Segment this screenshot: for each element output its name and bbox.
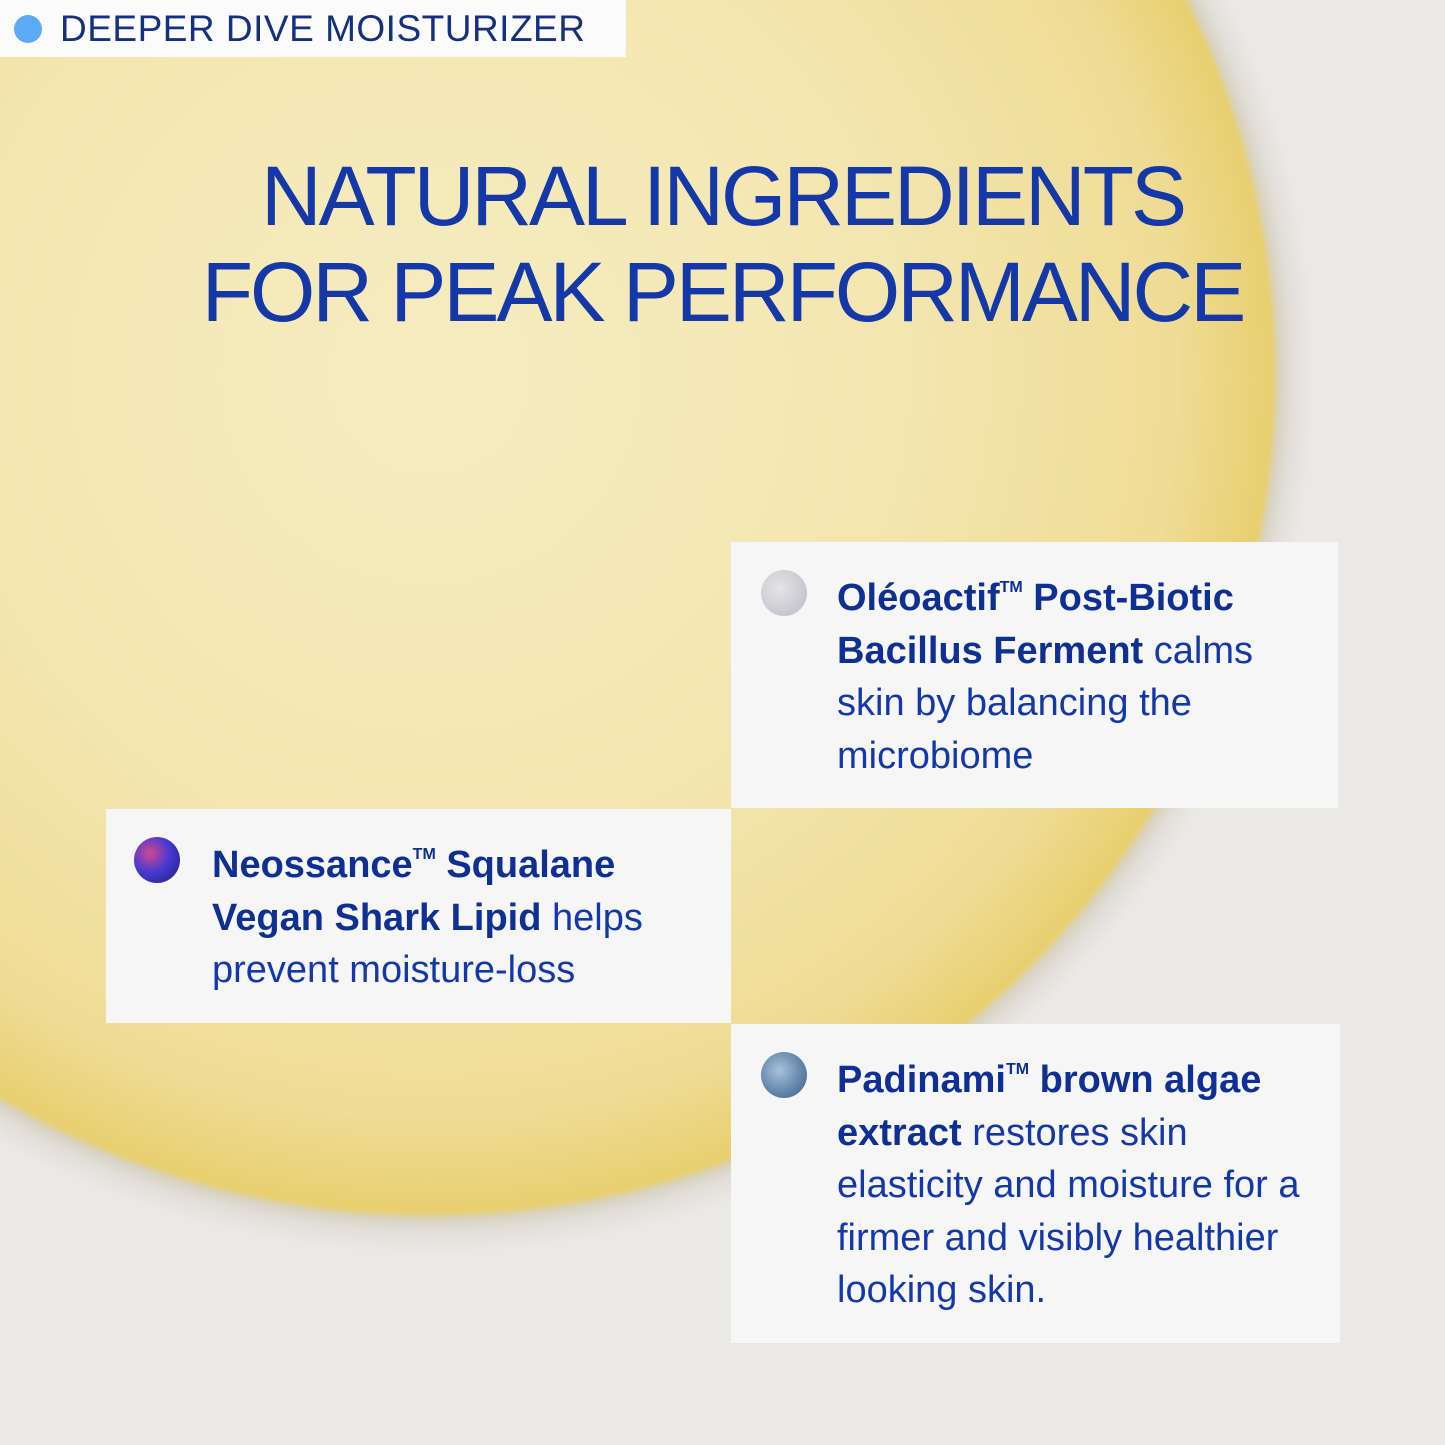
ingredient-name-rest: brown algae extract — [837, 1059, 1262, 1154]
product-tag: DEEPER DIVE MOISTURIZER — [0, 0, 626, 57]
ingredient-name-rest: Squalane Vegan Shark Lipid — [212, 844, 616, 939]
ingredient-text: PadinamiTM brown algae extract restores … — [837, 1054, 1332, 1317]
ingredient-description: restores skin elasticity and moisture fo… — [837, 1111, 1300, 1312]
headline-line-1: NATURAL INGREDIENTS — [260, 149, 1187, 243]
ingredient-card-oleoactif: OléoactifTM Post-Biotic Bacillus Ferment… — [731, 542, 1338, 808]
ingredient-description: helps prevent moisture-loss — [212, 896, 643, 992]
headline: NATURAL INGREDIENTS FOR PEAK PERFORMANCE — [0, 148, 1445, 340]
product-name: DEEPER DIVE MOISTURIZER — [60, 7, 586, 49]
headline-line-2: FOR PEAK PERFORMANCE — [201, 245, 1246, 339]
algae-swatch-icon — [761, 1052, 807, 1098]
bullet-dot-icon — [14, 14, 42, 43]
ingredient-text: OléoactifTM Post-Biotic Bacillus Ferment… — [837, 572, 1327, 782]
ingredient-card-padinami: PadinamiTM brown algae extract restores … — [731, 1024, 1340, 1343]
ingredient-name: Padinami — [837, 1059, 1006, 1101]
trademark: TM — [999, 579, 1023, 596]
squalane-swatch-icon — [134, 837, 180, 883]
trademark: TM — [412, 846, 436, 863]
ingredient-name: Neossance — [212, 844, 413, 886]
ingredient-card-neossance: NeossanceTM Squalane Vegan Shark Lipid h… — [106, 809, 731, 1023]
ingredient-name: Oléoactif — [837, 577, 1000, 619]
ingredient-description: calms skin by balancing the microbiome — [837, 629, 1254, 777]
ingredient-name-rest: Post-Biotic Bacillus Ferment — [837, 577, 1234, 672]
trademark: TM — [1005, 1061, 1030, 1078]
ferment-swatch-icon — [761, 570, 807, 616]
ingredient-text: NeossanceTM Squalane Vegan Shark Lipid h… — [212, 839, 722, 997]
